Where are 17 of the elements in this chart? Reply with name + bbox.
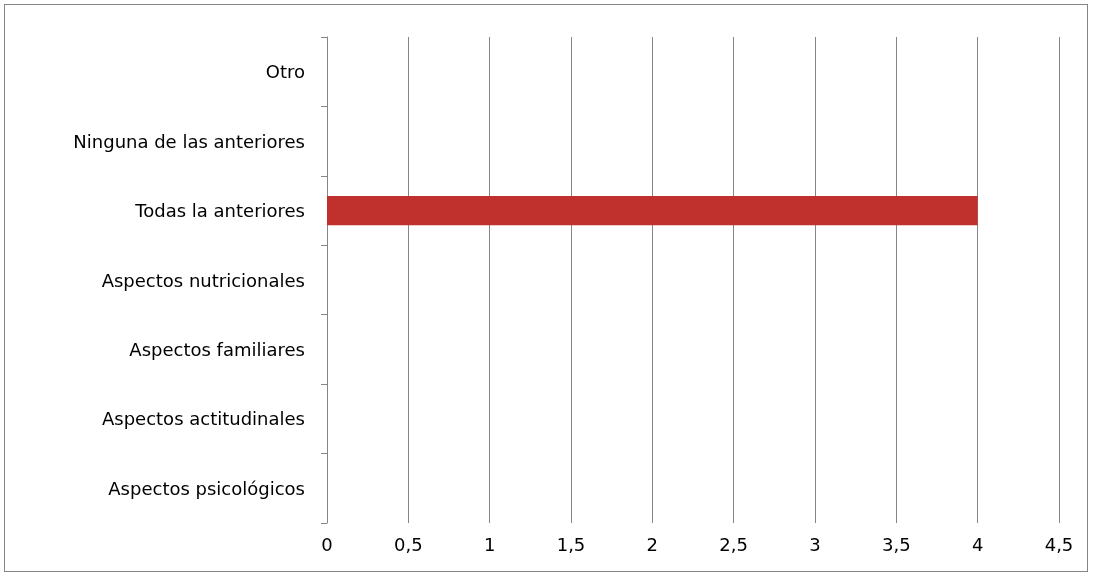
x-tick-label: 4,5 bbox=[1044, 533, 1074, 555]
y-tick-label: Otro bbox=[265, 61, 305, 83]
x-tick-label: 1 bbox=[483, 533, 496, 555]
x-tick-label: 3,5 bbox=[882, 533, 911, 555]
x-tick-label: 0,5 bbox=[394, 533, 423, 555]
y-tick-label: Aspectos nutricionales bbox=[101, 269, 305, 291]
y-tick-label: Aspectos psicológicos bbox=[108, 477, 305, 499]
x-tick-label: 2,5 bbox=[719, 533, 748, 555]
x-tick-label: 1,5 bbox=[556, 533, 586, 555]
x-tick-label: 3 bbox=[809, 533, 821, 555]
x-tick-label: 4 bbox=[971, 533, 984, 555]
x-tick-label: 0 bbox=[321, 533, 333, 555]
y-tick-label: Todas la anteriores bbox=[134, 200, 305, 222]
y-tick-label: Aspectos actitudinales bbox=[101, 408, 305, 430]
y-tick-label: Ninguna de las anteriores bbox=[73, 130, 305, 152]
y-tick-label: Aspectos familiares bbox=[129, 338, 305, 360]
x-tick-label: 2 bbox=[646, 533, 659, 555]
